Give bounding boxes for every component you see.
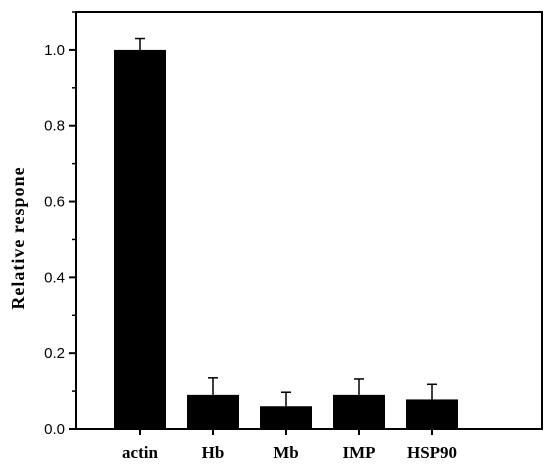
- y-tick-label: 0.2: [44, 345, 65, 362]
- bar-mb: [260, 406, 312, 429]
- bar-imp: [333, 394, 385, 429]
- y-axis-title: Relative respone: [8, 166, 28, 309]
- x-tick-label: actin: [122, 443, 158, 462]
- plot-area: 0.0 0.2 0.4 0.6 0.8 1.0 actin Hb Mb IMP HSP90: [44, 11, 543, 462]
- x-tick-label: IMP: [342, 443, 375, 462]
- bar-hb: [187, 394, 239, 429]
- bar-actin: [114, 49, 166, 430]
- x-tick-label: Mb: [273, 443, 299, 462]
- y-tick-label: 0.4: [44, 269, 65, 286]
- y-tick-label: 1.0: [44, 42, 65, 59]
- x-tick-label: HSP90: [407, 443, 457, 462]
- bar-hsp90: [406, 399, 458, 429]
- y-tick-label: 0.0: [44, 421, 65, 438]
- x-tick-label: Hb: [202, 443, 225, 462]
- y-tick-label: 0.6: [44, 194, 65, 211]
- y-tick-label: 0.8: [44, 118, 65, 135]
